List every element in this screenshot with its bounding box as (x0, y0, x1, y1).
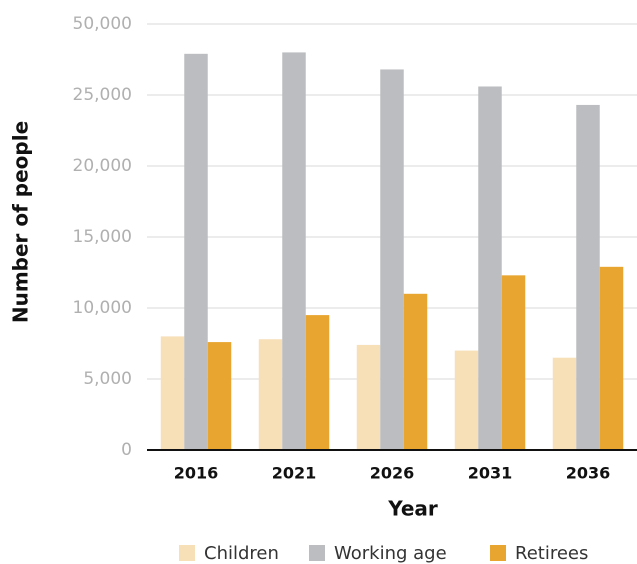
bar (501, 275, 526, 450)
x-axis-title: Year (387, 497, 438, 521)
y-tick-label: 0 (121, 440, 132, 460)
bar (454, 350, 479, 450)
bar (552, 357, 577, 450)
bar (160, 336, 185, 450)
legend-swatch (490, 545, 506, 561)
legend-label: Working age (334, 543, 447, 564)
legend-swatch (309, 545, 325, 561)
bar (305, 315, 330, 450)
bar (599, 266, 624, 450)
y-tick-label: 10,000 (73, 298, 132, 318)
y-tick-label: 20,000 (73, 156, 132, 176)
bar (258, 339, 283, 450)
bar (207, 342, 232, 450)
x-tick-label: 2026 (370, 464, 415, 483)
legend-label: Retirees (515, 543, 588, 564)
bar (478, 86, 502, 450)
x-tick-label: 2021 (272, 464, 317, 483)
legend-swatch (179, 545, 195, 561)
y-tick-label: 5,000 (83, 369, 132, 389)
bar (184, 53, 208, 450)
bar (576, 104, 600, 450)
y-tick-label: 50,000 (73, 14, 132, 34)
bar (403, 293, 428, 450)
bar (282, 52, 306, 451)
y-axis-title: Number of people (9, 121, 33, 323)
x-tick-label: 2036 (566, 464, 611, 483)
x-tick-label: 2016 (174, 464, 219, 483)
x-tick-label: 2031 (468, 464, 513, 483)
bar (380, 69, 404, 450)
y-tick-label: 15,000 (73, 227, 132, 247)
y-tick-label: 25,000 (73, 85, 132, 105)
bar (356, 344, 381, 450)
legend-label: Children (204, 543, 279, 564)
